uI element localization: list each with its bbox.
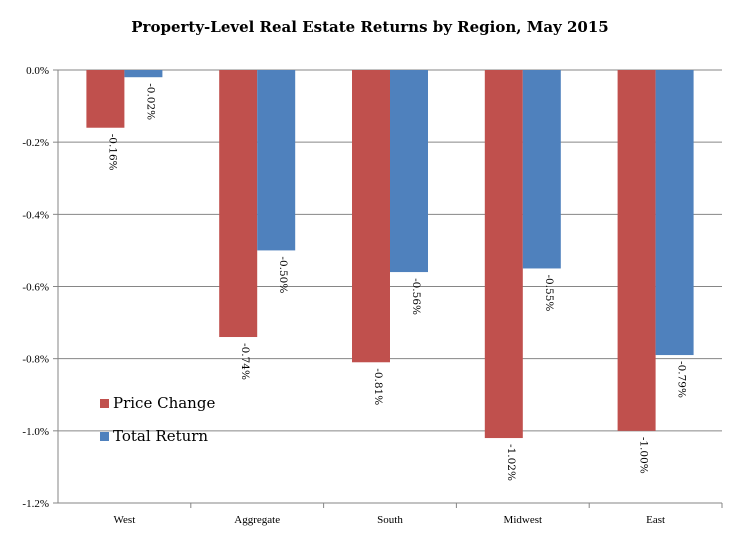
x-tick-label: East xyxy=(646,514,665,526)
bar-total-return xyxy=(522,70,561,269)
data-label: -1.00% xyxy=(638,437,650,474)
bar-price-change xyxy=(352,70,390,363)
data-label: -0.79% xyxy=(676,361,688,398)
bar-price-change xyxy=(86,70,125,128)
bar-price-change xyxy=(484,70,523,439)
bar-total-return xyxy=(390,70,428,273)
data-label: -0.02% xyxy=(144,83,156,120)
axes: 0.0% -0.2% -0.4% -0.6% -0.8% -1.0% -1.2% West Ag… xyxy=(22,65,723,526)
bar-total-return xyxy=(655,70,694,356)
y-tick-label: -0.4% xyxy=(22,209,49,221)
x-tick-label: Aggregate xyxy=(234,514,280,526)
x-tick-label: West xyxy=(114,514,136,526)
bar-price-change xyxy=(219,70,258,338)
legend-swatch xyxy=(100,432,109,441)
legend: Price Change Total Return xyxy=(100,394,215,445)
x-tick-label: Midwest xyxy=(504,514,543,526)
legend-label: Total Return xyxy=(113,427,208,445)
data-label: -0.50% xyxy=(277,256,289,293)
bar-total-return xyxy=(257,70,296,251)
data-label: -0.74% xyxy=(239,343,251,380)
chart-title: Property-Level Real Estate Returns by Re… xyxy=(131,18,609,36)
data-label: -0.16% xyxy=(106,134,118,171)
bar-total-return xyxy=(124,70,163,78)
legend-swatch xyxy=(100,399,109,408)
data-label: -1.02% xyxy=(505,444,517,481)
data-label: -0.81% xyxy=(372,368,384,405)
y-tick-label: -1.0% xyxy=(22,426,49,438)
y-tick-label: -0.8% xyxy=(22,354,49,366)
legend-label: Price Change xyxy=(113,394,215,412)
y-tick-label: 0.0% xyxy=(26,65,49,77)
data-label: -0.55% xyxy=(543,274,555,311)
bars xyxy=(86,70,694,439)
y-tick-label: -1.2% xyxy=(22,498,49,510)
data-labels: -0.16% -0.74% -0.81% -1.02% -1.00% -0.02% -0.5… xyxy=(106,83,687,481)
bar-price-change xyxy=(617,70,656,431)
y-tick-label: -0.2% xyxy=(22,137,49,149)
data-label: -0.56% xyxy=(410,278,422,315)
x-tick-label: South xyxy=(377,514,403,526)
y-tick-label: -0.6% xyxy=(22,282,49,294)
